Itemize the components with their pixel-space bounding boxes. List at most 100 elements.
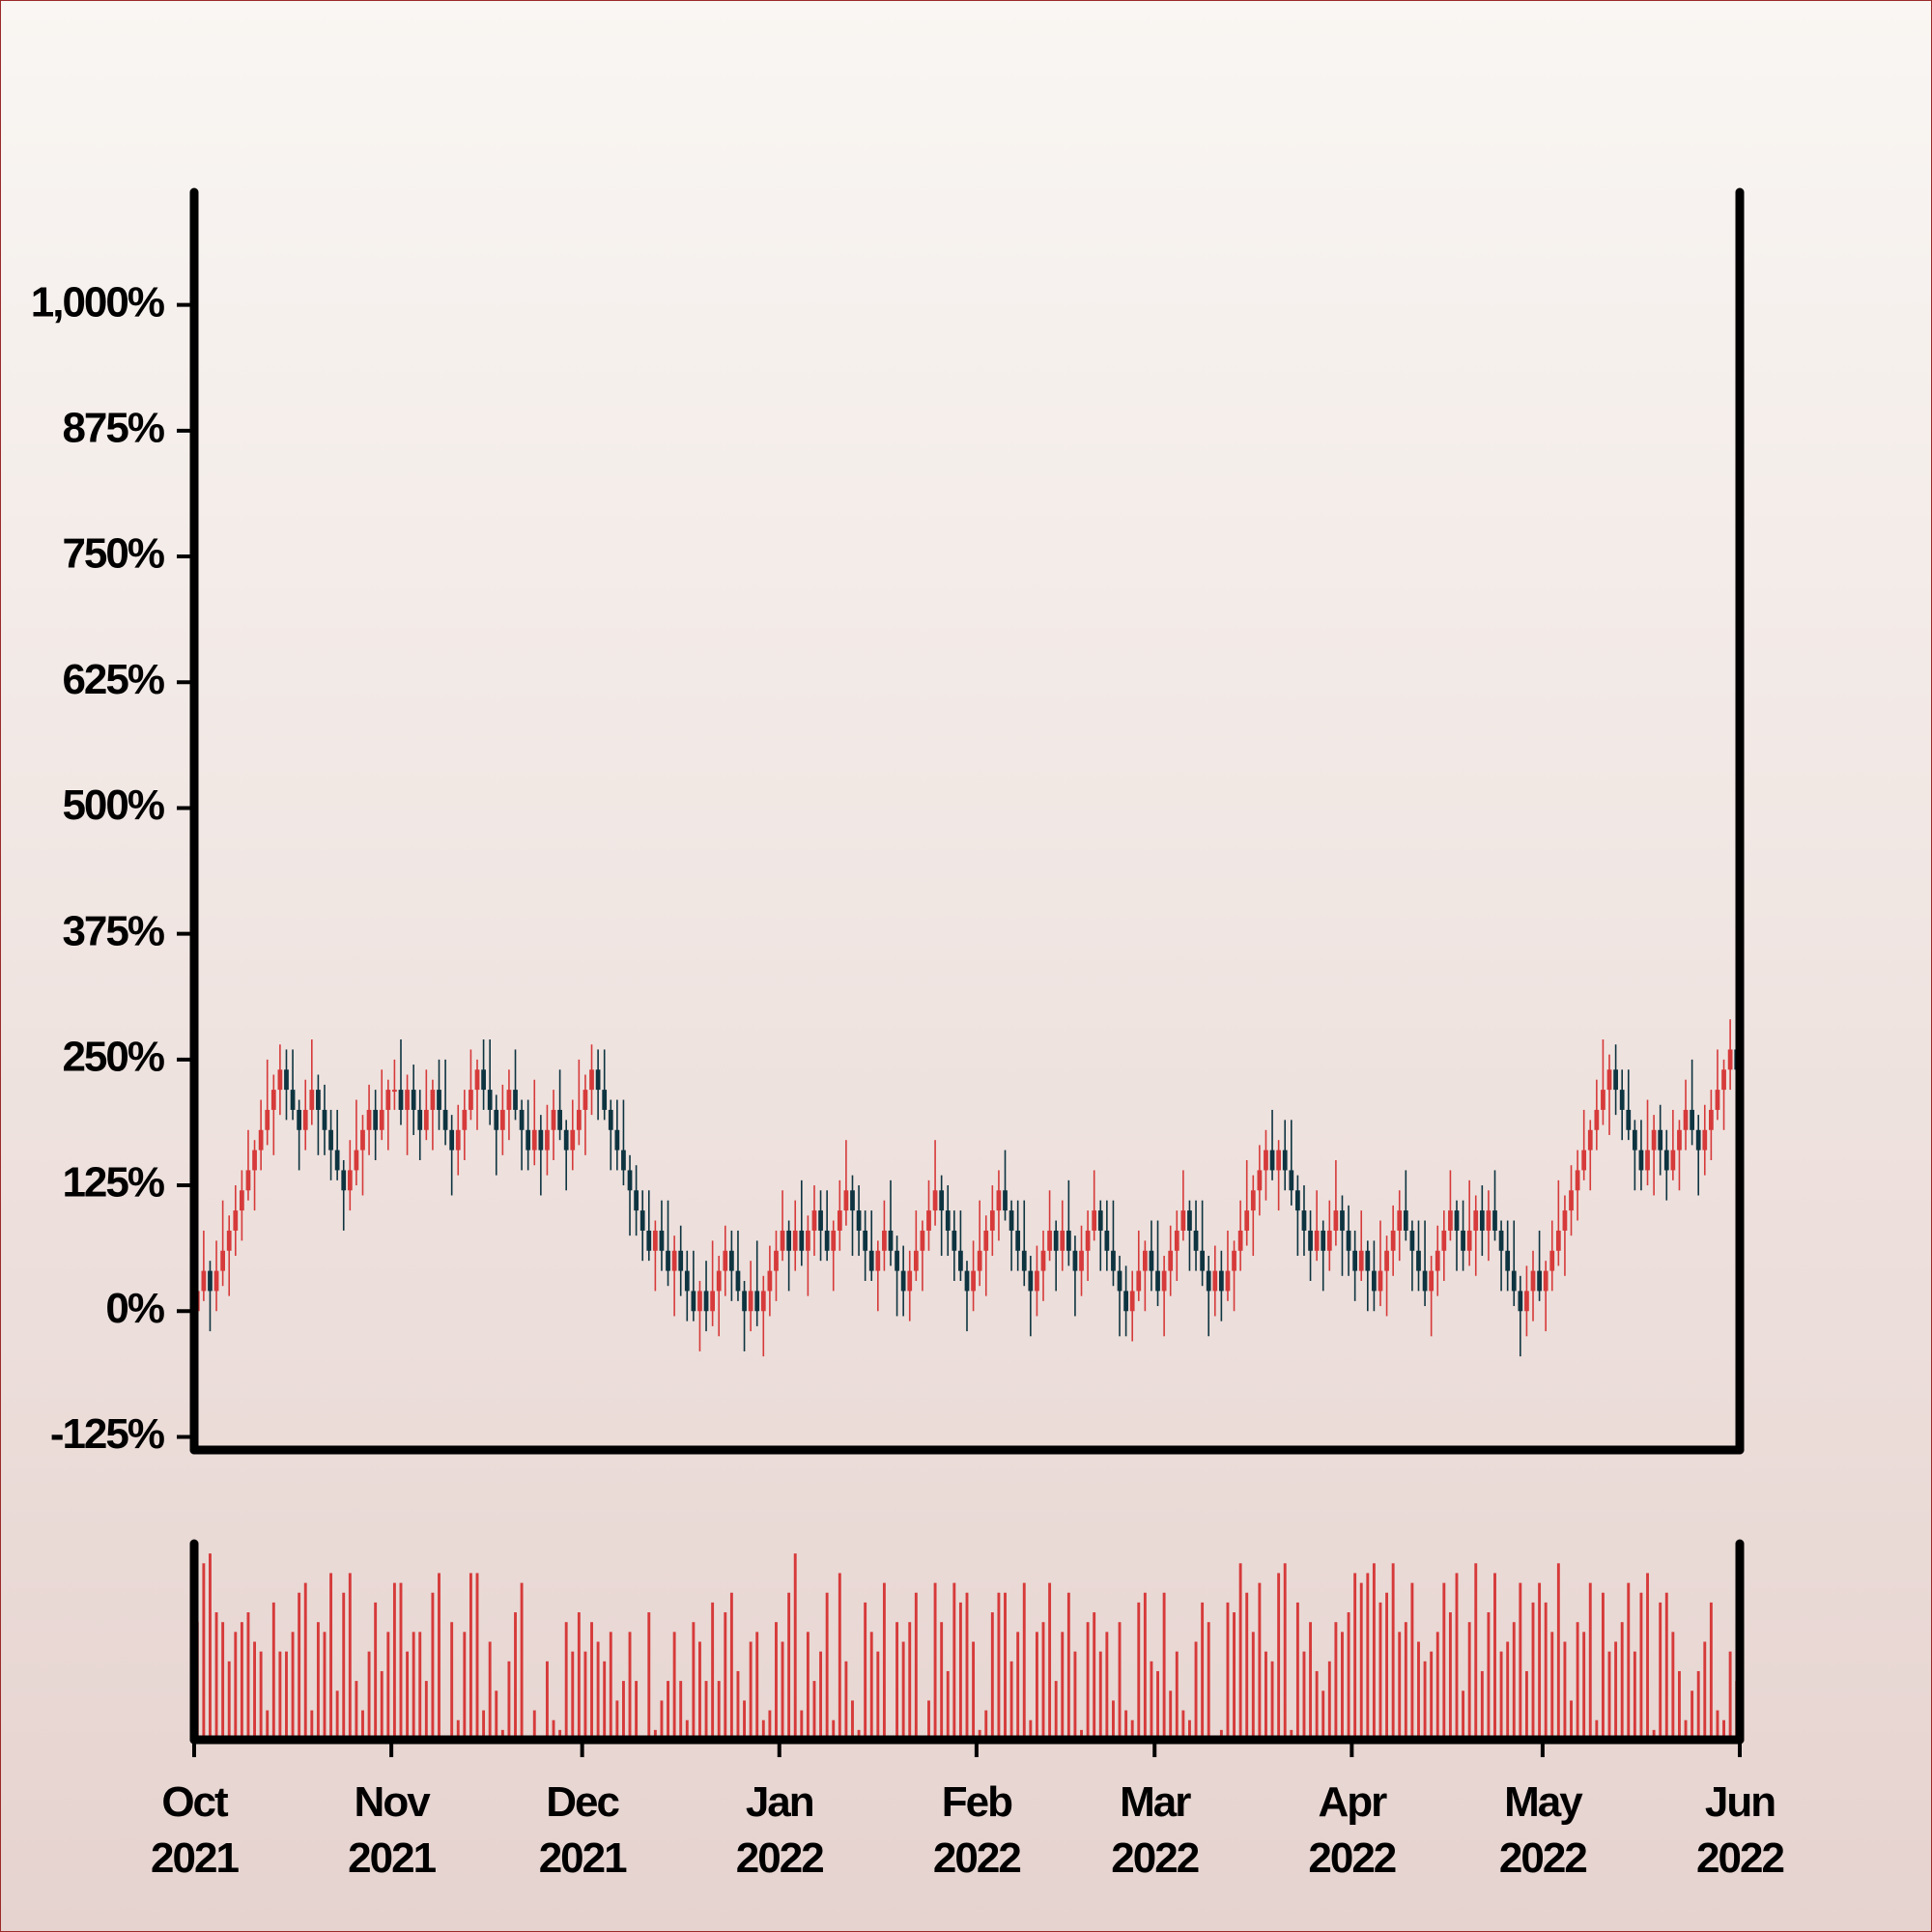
volume-bar (1652, 1729, 1656, 1740)
candle-body (1180, 1210, 1186, 1231)
candle-body (360, 1129, 365, 1151)
candle-body (780, 1230, 785, 1251)
volume-bar (1258, 1582, 1262, 1740)
volume-bar (1531, 1602, 1535, 1740)
volume-bar (1633, 1651, 1636, 1740)
candle-body (1174, 1230, 1179, 1251)
volume-bar (628, 1632, 632, 1740)
candle-body (748, 1291, 753, 1312)
candle-body (240, 1190, 244, 1211)
volume-bar (1474, 1563, 1478, 1740)
candle-body (334, 1150, 340, 1171)
volume-bar (266, 1710, 270, 1740)
volume-bar (1639, 1592, 1643, 1740)
volume-bar (972, 1641, 976, 1740)
volume-bar (1118, 1622, 1122, 1740)
y-tick-label: 125% (62, 1159, 163, 1207)
candle-body (1530, 1270, 1536, 1292)
volume-bar (895, 1622, 899, 1740)
candle-body (1632, 1129, 1637, 1151)
volume-bar (647, 1612, 651, 1740)
volume-bar (729, 1592, 733, 1740)
volume-bar (819, 1651, 823, 1740)
candle-body (1677, 1129, 1682, 1151)
volume-bar (1696, 1670, 1700, 1740)
candle-body (309, 1090, 315, 1110)
candle-body (1219, 1270, 1224, 1292)
candle-body (506, 1090, 512, 1110)
volume-bar (990, 1612, 994, 1740)
volume-bar (1519, 1582, 1522, 1740)
candle-body (1269, 1150, 1275, 1171)
volume-bar (908, 1622, 912, 1740)
candle-body (729, 1250, 734, 1271)
candle-body (608, 1109, 613, 1130)
volume-bar (711, 1602, 715, 1740)
candle-body (831, 1230, 837, 1251)
candle-body (366, 1109, 372, 1130)
volume-bar (1238, 1563, 1242, 1740)
candle-body (481, 1069, 486, 1091)
candle-body (652, 1230, 658, 1251)
candle-body (1301, 1210, 1307, 1231)
candle-body (1390, 1230, 1396, 1251)
volume-bar (278, 1651, 282, 1740)
volume-bar (577, 1612, 581, 1740)
volume-bar (482, 1710, 486, 1740)
volume-bar (832, 1719, 836, 1740)
volume-bar (1550, 1632, 1554, 1740)
candle-body (1518, 1291, 1523, 1312)
candle-body (1466, 1230, 1472, 1251)
volume-bar (392, 1582, 396, 1740)
candle-body (945, 1210, 951, 1231)
candle-body (646, 1230, 652, 1251)
volume-bar (1678, 1670, 1681, 1740)
candle-body (455, 1129, 461, 1151)
y-tick-label: 0% (105, 1285, 163, 1332)
volume-bar (1162, 1592, 1166, 1740)
volume-bar (348, 1573, 352, 1740)
x-tick-label: Jun 2022 (1696, 1778, 1785, 1882)
volume-bar (1690, 1690, 1694, 1740)
y-tick-label: 1,000% (31, 278, 164, 326)
volume-bar (1066, 1592, 1070, 1740)
candle-body (1365, 1250, 1371, 1271)
candle-body (1079, 1250, 1084, 1271)
candle-body (1498, 1230, 1504, 1251)
candle-body (570, 1129, 576, 1151)
volume-bar (1245, 1592, 1249, 1740)
volume-bar (901, 1641, 905, 1740)
volume-bar (1391, 1563, 1395, 1740)
candle-body (1142, 1250, 1148, 1271)
volume-bar (940, 1622, 944, 1740)
candle-body (1372, 1270, 1377, 1292)
candle-body (1314, 1230, 1320, 1251)
candle-body (971, 1270, 976, 1292)
candle-body (774, 1250, 779, 1271)
candle-body (379, 1109, 384, 1130)
candle-body (499, 1109, 505, 1130)
volume-bar (361, 1710, 364, 1740)
candle-body (551, 1109, 556, 1130)
volume-bar (1570, 1700, 1573, 1740)
candle-body (691, 1291, 696, 1312)
candle-body (1638, 1150, 1644, 1171)
volume-bar (1588, 1582, 1592, 1740)
candle-body (723, 1250, 728, 1271)
candle-body (220, 1250, 225, 1271)
volume-bar (1334, 1622, 1338, 1740)
candle-body (1378, 1270, 1383, 1292)
volume-bar (698, 1641, 701, 1740)
candle-body (1651, 1129, 1657, 1151)
volume-bar (1016, 1632, 1020, 1740)
candle-body (989, 1210, 995, 1231)
candle-body (277, 1069, 283, 1091)
volume-bar (1181, 1710, 1185, 1740)
candle-body (1136, 1270, 1142, 1292)
candle-body (1658, 1129, 1663, 1151)
candle-body (1129, 1291, 1135, 1312)
volume-bar (1359, 1582, 1363, 1740)
volume-bar (520, 1582, 524, 1740)
volume-bar (1423, 1661, 1427, 1740)
candle-body (1295, 1190, 1300, 1211)
